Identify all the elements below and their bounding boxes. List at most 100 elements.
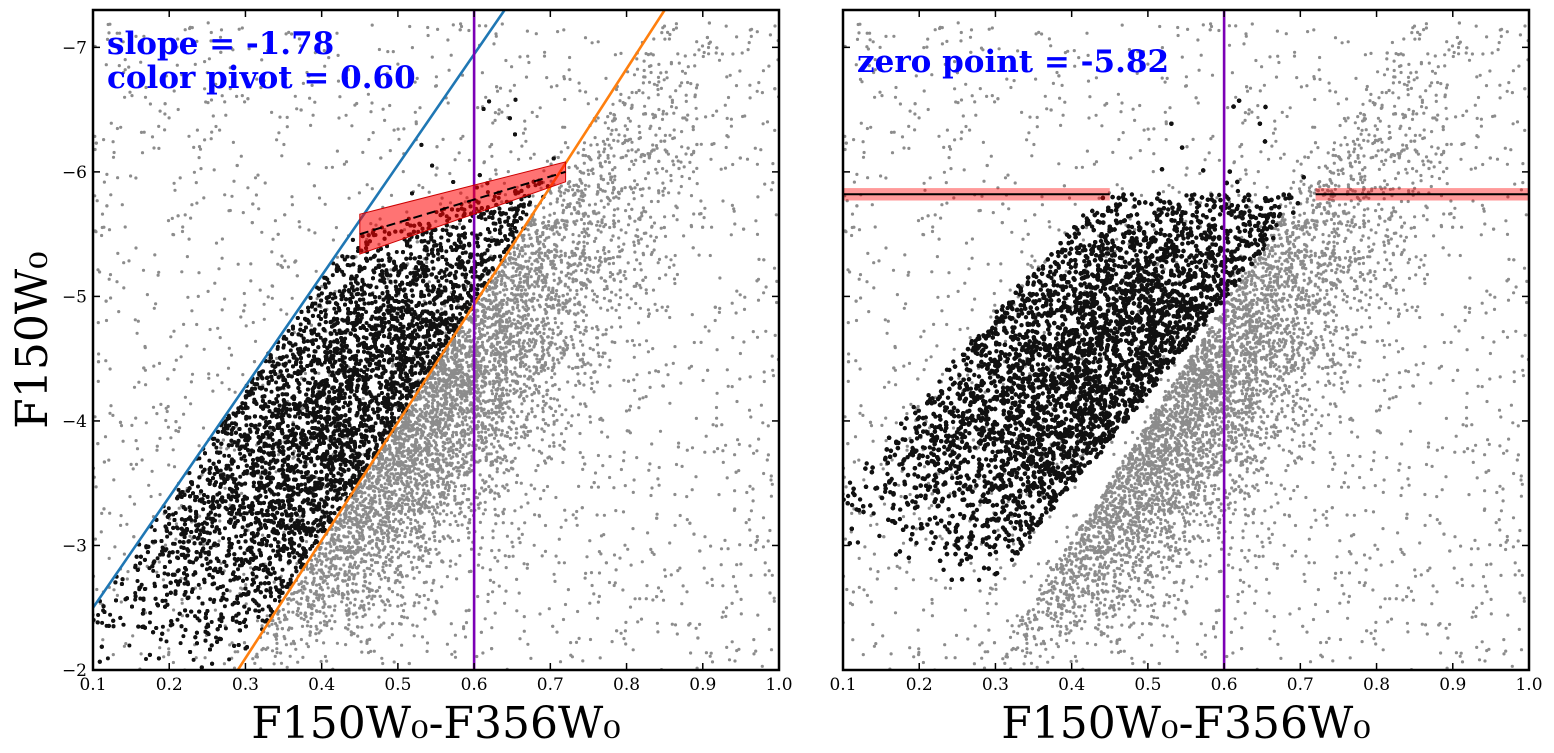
left-excluded-star [425, 260, 429, 265]
left-excluded-star [501, 263, 505, 267]
left-excluded-star [362, 504, 367, 508]
left-excluded-star [735, 590, 739, 594]
left-excluded-star [166, 219, 171, 223]
left-excluded-star [519, 298, 524, 302]
left-excluded-star [656, 199, 660, 204]
left-excluded-star [365, 641, 369, 646]
left-excluded-star [467, 437, 472, 442]
left-excluded-star [695, 83, 699, 87]
left-excluded-star [129, 462, 133, 466]
left-excluded-star [469, 409, 473, 413]
left-excluded-star [592, 592, 596, 596]
left-excluded-star [140, 458, 144, 462]
left-excluded-star [519, 292, 523, 296]
left-excluded-star [578, 381, 582, 385]
left-excluded-star [384, 471, 388, 475]
left-excluded-star [514, 326, 518, 330]
left-excluded-star [158, 492, 162, 497]
left-excluded-star [185, 344, 189, 348]
left-excluded-star [505, 534, 509, 538]
left-excluded-star [520, 532, 524, 537]
left-excluded-star [771, 181, 775, 185]
left-excluded-star [638, 343, 642, 347]
left-excluded-star [586, 102, 590, 106]
left-excluded-star [449, 440, 453, 444]
left-excluded-star [588, 415, 592, 419]
left-excluded-star [427, 537, 432, 541]
left-excluded-star [351, 550, 355, 554]
left-excluded-star [640, 194, 644, 198]
left-excluded-star [612, 213, 616, 217]
left-excluded-star [747, 518, 751, 522]
left-excluded-star [332, 542, 336, 546]
left-excluded-star [449, 449, 453, 453]
left-excluded-star [390, 633, 394, 637]
left-excluded-star [488, 360, 492, 364]
left-excluded-star [427, 280, 431, 284]
left-excluded-star [721, 610, 725, 614]
left-excluded-star [296, 606, 300, 611]
left-excluded-star [613, 178, 617, 182]
left-excluded-star [527, 365, 531, 369]
left-excluded-star [769, 188, 774, 192]
left-excluded-star [102, 138, 106, 142]
left-excluded-star [392, 461, 396, 465]
left-excluded-star [451, 451, 455, 455]
left-excluded-star [163, 128, 167, 132]
left-excluded-star [480, 343, 484, 347]
left-excluded-star [537, 372, 541, 376]
left-excluded-star [337, 533, 341, 538]
left-excluded-star [336, 586, 340, 590]
left-excluded-star [672, 263, 676, 267]
left-excluded-star [757, 81, 761, 85]
left-excluded-star [438, 412, 442, 417]
left-excluded-star [642, 59, 646, 63]
left-excluded-star [631, 527, 635, 531]
left-excluded-star [538, 497, 543, 501]
left-excluded-star [483, 500, 487, 504]
left-excluded-star [366, 651, 371, 655]
left-excluded-star [389, 268, 393, 272]
left-excluded-star [388, 479, 392, 483]
left-excluded-star [526, 341, 530, 345]
left-excluded-star [202, 347, 206, 351]
left-excluded-star [728, 73, 732, 77]
left-excluded-star [522, 265, 526, 269]
left-excluded-star [253, 661, 257, 666]
left-excluded-star [487, 293, 491, 297]
left-excluded-star [440, 585, 444, 589]
left-excluded-star [762, 370, 766, 374]
left-excluded-star [465, 395, 469, 399]
left-excluded-star [292, 597, 296, 601]
left-excluded-star [420, 525, 424, 529]
left-excluded-star [166, 425, 170, 429]
left-excluded-star [613, 174, 617, 178]
left-excluded-star [425, 641, 430, 645]
left-excluded-star [277, 131, 281, 135]
left-excluded-star [176, 107, 180, 112]
left-excluded-star [308, 633, 312, 637]
left-excluded-star [506, 170, 510, 174]
left-excluded-star [611, 261, 616, 265]
left-excluded-star [490, 626, 494, 630]
left-excluded-star [447, 474, 451, 478]
left-excluded-star [400, 507, 404, 511]
left-excluded-star [386, 599, 391, 603]
left-excluded-star [414, 447, 418, 452]
left-excluded-star [771, 374, 776, 378]
left-excluded-star [749, 415, 753, 419]
left-excluded-star [619, 228, 623, 232]
left-excluded-star [630, 148, 634, 152]
left-excluded-star [209, 137, 213, 141]
left-excluded-star [493, 611, 497, 615]
left-excluded-star [599, 174, 603, 178]
left-excluded-star [538, 612, 542, 616]
left-excluded-star [670, 105, 674, 109]
left-excluded-star [651, 288, 656, 292]
left-excluded-star [587, 172, 591, 176]
left-excluded-star [694, 106, 698, 110]
left-excluded-star [446, 413, 450, 417]
left-excluded-star [500, 306, 504, 310]
left-excluded-star [417, 601, 421, 605]
left-excluded-star [387, 636, 391, 640]
